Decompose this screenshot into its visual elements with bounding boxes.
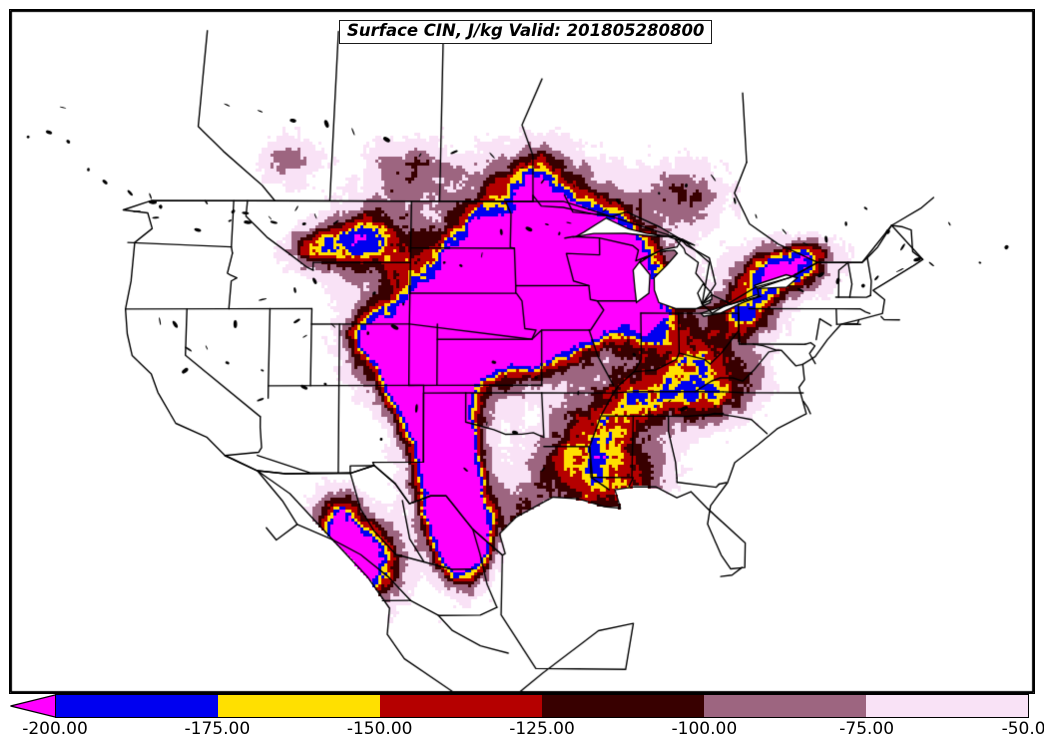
colorbar-tick-6: -50.00 xyxy=(1001,719,1044,739)
colorbar-tick-0: -200.00 xyxy=(22,719,88,739)
map-title-text: Surface CIN, J/kg Valid: 201805280800 xyxy=(347,21,705,40)
colorbar-segment-5 xyxy=(866,695,1028,717)
colorbar-segment-3 xyxy=(542,695,704,717)
colorbar-under-arrow xyxy=(10,694,56,718)
map-title-box: Surface CIN, J/kg Valid: 201805280800 xyxy=(339,20,713,44)
colorbar: -200.00 -175.00 -150.00 -125.00 -100.00 -75.0… xyxy=(0,694,1044,745)
colorbar-segment-4 xyxy=(704,695,866,717)
colorbar-tick-3: -125.00 xyxy=(509,719,575,739)
colorbar-segment-2 xyxy=(380,695,542,717)
colorbar-tick-labels: -200.00 -175.00 -150.00 -125.00 -100.00 -75.0… xyxy=(0,719,1044,743)
map-panel xyxy=(9,9,1035,694)
cin-contour-map xyxy=(10,10,1034,693)
colorbar-tick-5: -75.00 xyxy=(839,719,895,739)
colorbar-segment-0 xyxy=(56,695,218,717)
colorbar-segments xyxy=(55,694,1029,718)
colorbar-tick-4: -100.00 xyxy=(671,719,738,739)
colorbar-tick-1: -175.00 xyxy=(184,719,251,739)
colorbar-tick-2: -150.00 xyxy=(346,719,413,739)
colorbar-segment-1 xyxy=(218,695,380,717)
